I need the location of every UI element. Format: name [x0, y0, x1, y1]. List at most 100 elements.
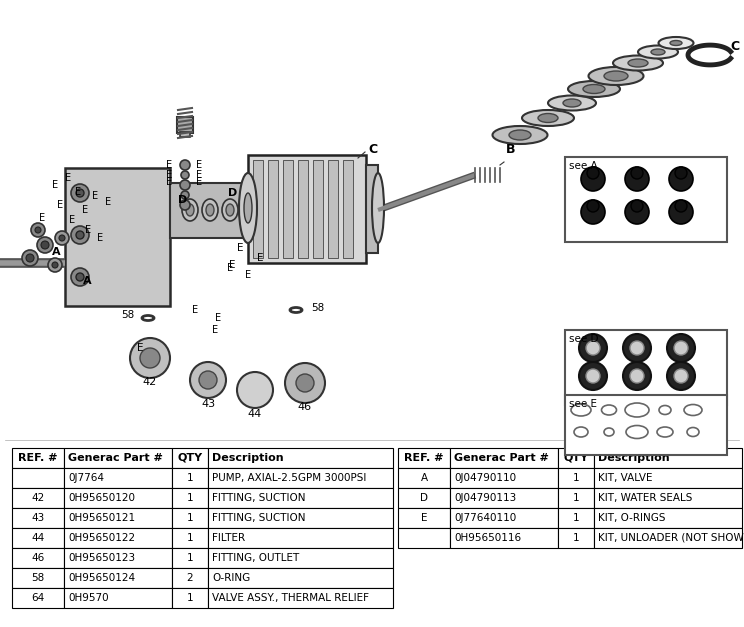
- Text: E: E: [75, 187, 81, 197]
- Circle shape: [623, 362, 651, 390]
- Text: 0H95650116: 0H95650116: [454, 533, 521, 543]
- Bar: [172, 488, 208, 508]
- Bar: [450, 468, 558, 488]
- Bar: [12, 488, 64, 508]
- Ellipse shape: [206, 204, 214, 216]
- Text: E: E: [85, 225, 91, 235]
- Circle shape: [52, 262, 58, 268]
- Bar: [328, 160, 338, 258]
- Text: 0J7764: 0J7764: [68, 473, 104, 483]
- Text: 46: 46: [298, 402, 312, 412]
- Bar: [64, 548, 172, 568]
- Text: E: E: [39, 213, 45, 223]
- Circle shape: [71, 268, 89, 286]
- Text: KIT, UNLOADER (NOT SHOWN): KIT, UNLOADER (NOT SHOWN): [598, 533, 744, 543]
- Ellipse shape: [628, 59, 648, 67]
- Bar: [64, 528, 172, 548]
- Circle shape: [630, 369, 644, 383]
- Text: KIT, O-RINGS: KIT, O-RINGS: [598, 513, 665, 523]
- Text: 58: 58: [31, 573, 45, 583]
- Bar: [594, 488, 742, 508]
- Circle shape: [181, 191, 189, 199]
- Bar: [208, 568, 393, 588]
- Ellipse shape: [658, 37, 693, 49]
- Text: Description: Description: [598, 453, 670, 463]
- Circle shape: [587, 167, 599, 179]
- Circle shape: [630, 341, 644, 355]
- Text: E: E: [69, 215, 75, 225]
- Bar: [65, 168, 170, 306]
- Text: 46: 46: [31, 553, 45, 563]
- Text: 43: 43: [31, 513, 45, 523]
- Circle shape: [181, 171, 189, 179]
- Circle shape: [669, 167, 693, 191]
- Text: A: A: [83, 276, 92, 286]
- Text: Generac Part #: Generac Part #: [68, 453, 163, 463]
- Ellipse shape: [244, 193, 252, 223]
- Bar: [450, 528, 558, 548]
- Text: 0H9570: 0H9570: [68, 593, 109, 603]
- Text: VALVE ASSY., THERMAL RELIEF: VALVE ASSY., THERMAL RELIEF: [212, 593, 369, 603]
- Text: 0J04790110: 0J04790110: [454, 473, 516, 483]
- Text: KIT, WATER SEALS: KIT, WATER SEALS: [598, 493, 693, 503]
- Bar: [12, 568, 64, 588]
- Bar: [398, 508, 450, 528]
- Circle shape: [55, 231, 69, 245]
- Text: E: E: [215, 313, 221, 323]
- Text: 0J04790113: 0J04790113: [454, 493, 516, 503]
- Circle shape: [130, 338, 170, 378]
- Circle shape: [674, 369, 688, 383]
- Circle shape: [71, 184, 89, 202]
- Text: D: D: [228, 188, 237, 198]
- Circle shape: [581, 167, 605, 191]
- Bar: [172, 448, 208, 468]
- Text: 2: 2: [187, 573, 193, 583]
- Circle shape: [76, 231, 84, 239]
- Circle shape: [586, 341, 600, 355]
- Text: E: E: [57, 200, 63, 210]
- Text: D: D: [178, 195, 187, 205]
- Text: E: E: [196, 160, 202, 170]
- Text: E: E: [97, 233, 103, 243]
- Text: FITTING, SUCTION: FITTING, SUCTION: [212, 513, 306, 523]
- Bar: [208, 508, 393, 528]
- Ellipse shape: [583, 85, 605, 93]
- Bar: [172, 548, 208, 568]
- Text: E: E: [92, 191, 98, 201]
- Text: see D: see D: [569, 334, 598, 344]
- Text: Generac Part #: Generac Part #: [454, 453, 549, 463]
- Bar: [450, 488, 558, 508]
- Bar: [398, 528, 450, 548]
- Circle shape: [667, 334, 695, 362]
- Text: FITTING, OUTLET: FITTING, OUTLET: [212, 553, 299, 563]
- Text: FITTING, SUCTION: FITTING, SUCTION: [212, 493, 306, 503]
- Text: QTY: QTY: [563, 453, 589, 463]
- Bar: [12, 508, 64, 528]
- Circle shape: [631, 200, 643, 212]
- Bar: [180, 132, 190, 137]
- Text: REF. #: REF. #: [404, 453, 443, 463]
- Circle shape: [140, 348, 160, 368]
- Ellipse shape: [538, 113, 558, 122]
- Text: E: E: [227, 263, 233, 273]
- Text: E: E: [196, 177, 202, 187]
- Text: E: E: [166, 160, 172, 170]
- Text: D: D: [420, 493, 428, 503]
- Text: E: E: [137, 343, 144, 353]
- Bar: [12, 468, 64, 488]
- Text: B: B: [506, 143, 516, 156]
- Ellipse shape: [604, 71, 628, 81]
- Bar: [450, 448, 558, 468]
- Ellipse shape: [522, 110, 574, 126]
- Text: 1: 1: [573, 493, 580, 503]
- Circle shape: [180, 200, 190, 210]
- Text: E: E: [82, 205, 88, 215]
- Bar: [64, 448, 172, 468]
- Circle shape: [579, 362, 607, 390]
- Text: C: C: [730, 40, 739, 53]
- Circle shape: [199, 371, 217, 389]
- Bar: [558, 488, 594, 508]
- Bar: [594, 448, 742, 468]
- Circle shape: [180, 180, 190, 190]
- Circle shape: [674, 341, 688, 355]
